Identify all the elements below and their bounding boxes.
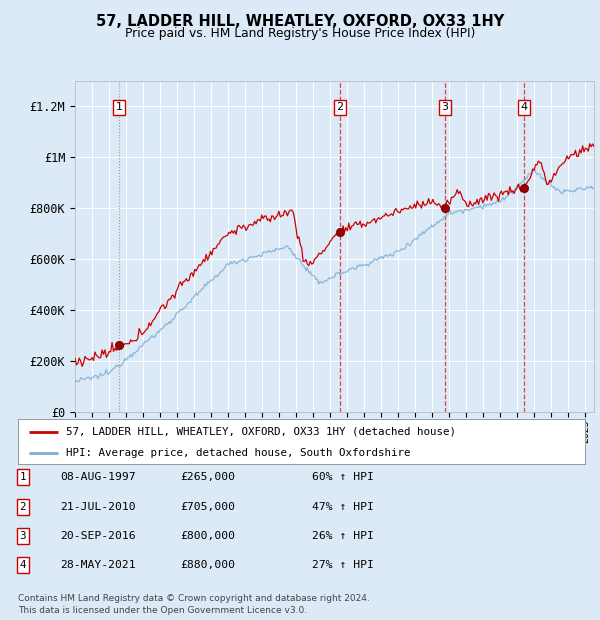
Text: 1: 1: [116, 102, 123, 112]
Text: HPI: Average price, detached house, South Oxfordshire: HPI: Average price, detached house, Sout…: [66, 448, 410, 458]
Text: £705,000: £705,000: [180, 502, 235, 512]
Text: 4: 4: [521, 102, 528, 112]
Text: £800,000: £800,000: [180, 531, 235, 541]
Text: 26% ↑ HPI: 26% ↑ HPI: [312, 531, 374, 541]
Text: 08-AUG-1997: 08-AUG-1997: [60, 472, 136, 482]
Text: Price paid vs. HM Land Registry's House Price Index (HPI): Price paid vs. HM Land Registry's House …: [125, 27, 475, 40]
Text: 4: 4: [20, 560, 26, 570]
Text: £880,000: £880,000: [180, 560, 235, 570]
Text: 2: 2: [20, 502, 26, 512]
Text: 57, LADDER HILL, WHEATLEY, OXFORD, OX33 1HY (detached house): 57, LADDER HILL, WHEATLEY, OXFORD, OX33 …: [66, 427, 456, 436]
Text: £265,000: £265,000: [180, 472, 235, 482]
Text: 3: 3: [441, 102, 448, 112]
Text: 27% ↑ HPI: 27% ↑ HPI: [312, 560, 374, 570]
Text: 47% ↑ HPI: 47% ↑ HPI: [312, 502, 374, 512]
Text: 57, LADDER HILL, WHEATLEY, OXFORD, OX33 1HY: 57, LADDER HILL, WHEATLEY, OXFORD, OX33 …: [96, 14, 504, 29]
Text: 3: 3: [20, 531, 26, 541]
Text: 1: 1: [20, 472, 26, 482]
Text: 20-SEP-2016: 20-SEP-2016: [60, 531, 136, 541]
Text: 60% ↑ HPI: 60% ↑ HPI: [312, 472, 374, 482]
Text: 2: 2: [336, 102, 343, 112]
Text: Contains HM Land Registry data © Crown copyright and database right 2024.
This d: Contains HM Land Registry data © Crown c…: [18, 594, 370, 615]
Text: 21-JUL-2010: 21-JUL-2010: [60, 502, 136, 512]
Text: 28-MAY-2021: 28-MAY-2021: [60, 560, 136, 570]
